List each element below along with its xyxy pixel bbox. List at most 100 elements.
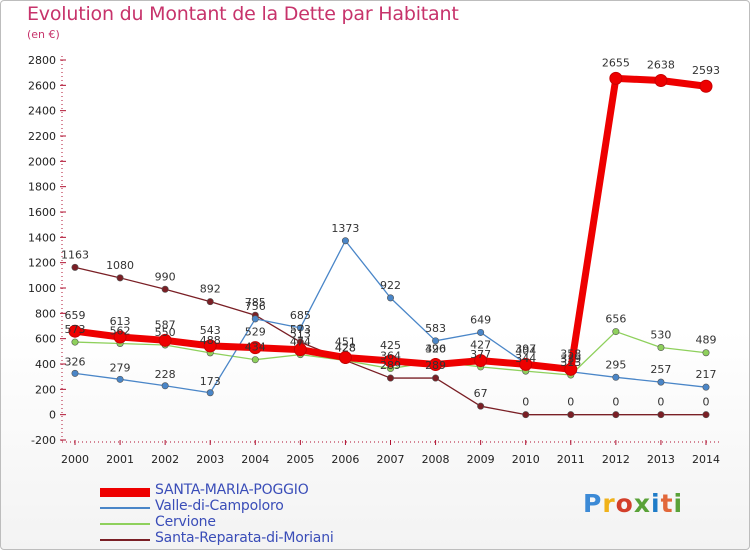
data-point (293, 343, 307, 357)
data-label: 279 (110, 361, 131, 374)
data-label: 573 (65, 323, 86, 336)
data-point (251, 315, 259, 323)
data-point (477, 328, 485, 336)
data-label: 228 (155, 368, 176, 381)
data-label: 358 (560, 347, 581, 360)
data-label: 0 (612, 396, 619, 409)
logo-letter: i (651, 489, 661, 518)
data-point (341, 237, 349, 245)
logo-letter: t (660, 489, 674, 518)
x-tick-label: 2006 (331, 453, 359, 466)
y-tick-label: 800 (35, 307, 56, 320)
data-point (206, 298, 214, 306)
data-label: 562 (110, 324, 131, 337)
data-point (432, 337, 440, 345)
y-tick-label: 2600 (28, 79, 56, 92)
data-label: 530 (650, 329, 671, 342)
data-label: 656 (605, 313, 626, 326)
x-tick-label: 2010 (512, 453, 540, 466)
logo-letter: o (615, 489, 634, 518)
legend-swatch (100, 507, 150, 509)
y-tick-label: 600 (35, 333, 56, 346)
data-label: 0 (522, 396, 529, 409)
data-label: 67 (474, 387, 488, 400)
y-tick-label: 2200 (28, 130, 56, 143)
data-point (248, 341, 262, 355)
data-point (251, 356, 259, 364)
data-label: 474 (290, 336, 311, 349)
data-label: 289 (380, 359, 401, 372)
data-point (654, 74, 668, 88)
data-label: 397 (515, 342, 536, 355)
legend-label: Santa-Reparata-di-Moriani (155, 530, 334, 546)
data-point (203, 339, 217, 353)
data-label: 573 (290, 323, 311, 336)
data-point (161, 285, 169, 293)
data-label: 0 (703, 396, 710, 409)
data-label: 529 (245, 326, 266, 339)
data-label: 1373 (331, 222, 359, 235)
data-point (522, 411, 530, 419)
legend-swatch (100, 539, 150, 541)
data-point (338, 351, 352, 365)
chart-subtitle: (en €) (27, 28, 60, 41)
data-point (429, 358, 443, 372)
x-tick-label: 2005 (286, 453, 314, 466)
legend-label: SANTA-MARIA-POGGIO (155, 482, 309, 498)
data-label: 420 (425, 342, 446, 355)
data-label: 489 (696, 334, 717, 347)
y-tick-label: 1400 (28, 231, 56, 244)
data-label: 451 (335, 336, 356, 349)
data-point (296, 324, 304, 332)
data-point (432, 374, 440, 382)
data-label: 427 (470, 339, 491, 352)
data-point (702, 411, 710, 419)
data-point (612, 373, 620, 381)
x-tick-label: 2008 (422, 453, 450, 466)
data-label: 344 (515, 352, 536, 365)
data-label: 257 (650, 363, 671, 376)
proxiti-logo: Proxiti (583, 489, 683, 518)
legend-label: Cervione (155, 514, 216, 530)
x-tick-label: 2003 (196, 453, 224, 466)
logo-letter: r (602, 489, 616, 518)
x-tick-label: 2000 (61, 453, 89, 466)
data-point (474, 354, 488, 368)
data-label: 173 (200, 375, 221, 388)
x-tick-label: 2004 (241, 453, 269, 466)
logo-letter: i (673, 489, 684, 518)
y-tick-label: 2400 (28, 105, 56, 118)
y-tick-label: 2800 (28, 54, 56, 67)
data-point (567, 411, 575, 419)
data-point (113, 330, 127, 344)
data-label: 428 (335, 341, 356, 354)
data-label: 289 (425, 359, 446, 372)
data-label: 990 (155, 270, 176, 283)
y-tick-label: 200 (35, 383, 56, 396)
data-label: 685 (290, 309, 311, 322)
y-tick-label: 1800 (28, 181, 56, 194)
data-label: 404 (515, 344, 536, 357)
x-tick-label: 2001 (106, 453, 134, 466)
data-point (564, 362, 578, 376)
data-label: 339 (560, 353, 581, 366)
data-point (702, 349, 710, 357)
data-label: 513 (290, 328, 311, 341)
data-label: 1080 (106, 259, 134, 272)
y-tick-label: 1600 (28, 206, 56, 219)
data-point (68, 324, 82, 338)
x-tick-label: 2009 (467, 453, 495, 466)
data-label: 922 (380, 279, 401, 292)
data-label: 756 (245, 300, 266, 313)
legend-label: Valle-di-Campoloro (155, 498, 284, 514)
data-label: 326 (65, 355, 86, 368)
y-tick-label: 1200 (28, 257, 56, 270)
y-tick-label: 0 (49, 409, 56, 422)
data-label: 217 (696, 368, 717, 381)
data-label: 396 (425, 343, 446, 356)
data-label: 543 (200, 324, 221, 337)
data-point (612, 328, 620, 336)
data-point (657, 378, 665, 386)
